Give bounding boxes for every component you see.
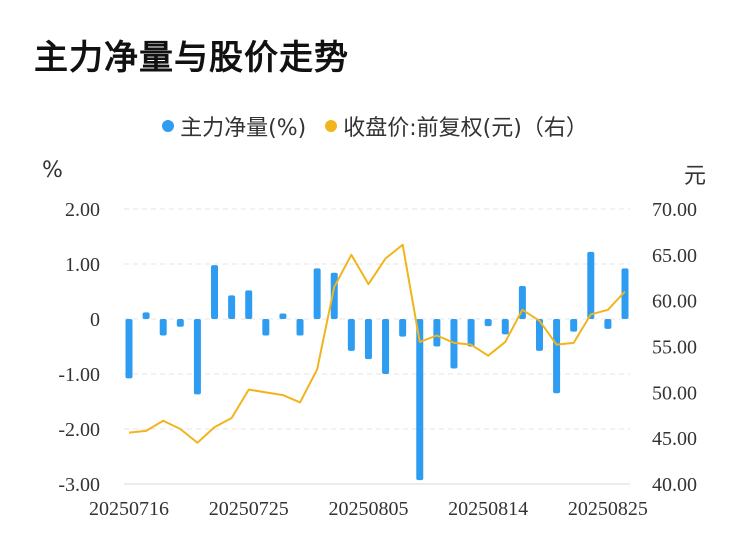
- y-right-tick-label: 70.00: [652, 199, 697, 221]
- y-left-tick-label: -1.00: [58, 364, 100, 386]
- bar: [535, 319, 543, 351]
- bar: [245, 290, 253, 319]
- legend-dot-icon: [162, 120, 175, 132]
- x-tick-label: 20250725: [209, 498, 289, 520]
- bar: [587, 251, 595, 319]
- y-left-tick-label: 2.00: [65, 199, 100, 221]
- legend-item-close-price[interactable]: 收盘价:前复权(元)（右）: [325, 110, 588, 142]
- bar: [570, 319, 578, 332]
- legend-item-net-volume[interactable]: 主力净量(%): [162, 110, 306, 142]
- bar: [553, 319, 561, 394]
- y-right-tick-label: 40.00: [652, 474, 697, 496]
- bar: [433, 319, 441, 347]
- bar: [176, 319, 184, 327]
- y-right-tick-label: 45.00: [652, 428, 697, 450]
- close-price-line: [128, 243, 626, 444]
- bar: [125, 319, 133, 379]
- bar: [296, 319, 304, 336]
- bar: [364, 319, 372, 360]
- bar: [159, 319, 167, 336]
- bar: [604, 319, 612, 329]
- y-right-tick-label: 60.00: [652, 291, 697, 313]
- x-tick-label: 20250805: [328, 498, 408, 520]
- bar: [262, 319, 270, 336]
- y-left-tick-label: 0: [90, 309, 100, 331]
- right-axis-unit: 元: [684, 164, 707, 189]
- x-tick-label: 20250716: [89, 498, 169, 520]
- y-right-tick-label: 55.00: [652, 337, 697, 359]
- bar: [467, 319, 475, 347]
- bar: [313, 268, 321, 319]
- bar: [279, 313, 287, 319]
- bar: [382, 319, 390, 374]
- bar: [193, 319, 201, 395]
- bar: [416, 319, 424, 481]
- bar: [347, 319, 355, 351]
- y-left-tick-label: -2.00: [58, 419, 100, 441]
- bar: [211, 265, 219, 319]
- bar: [484, 319, 492, 327]
- bar: [399, 319, 407, 337]
- chart-legend: 主力净量(%) 收盘价:前复权(元)（右）: [0, 110, 750, 142]
- chart-title: 主力净量与股价走势: [34, 38, 349, 78]
- left-axis-unit: %: [42, 158, 63, 183]
- y-right-tick-label: 65.00: [652, 245, 697, 267]
- bar: [228, 295, 236, 319]
- legend-dot-icon: [325, 120, 338, 132]
- bar: [501, 319, 509, 335]
- y-left-tick-label: 1.00: [65, 254, 100, 276]
- bar: [621, 268, 629, 319]
- y-right-tick-label: 50.00: [652, 382, 697, 404]
- legend-label: 收盘价:前复权(元)（右）: [343, 116, 588, 141]
- y-left-tick-label: -3.00: [58, 474, 100, 496]
- bar: [142, 312, 150, 319]
- x-tick-label: 20250814: [448, 498, 528, 520]
- legend-label: 主力净量(%): [180, 116, 307, 141]
- x-tick-label: 20250825: [568, 498, 648, 520]
